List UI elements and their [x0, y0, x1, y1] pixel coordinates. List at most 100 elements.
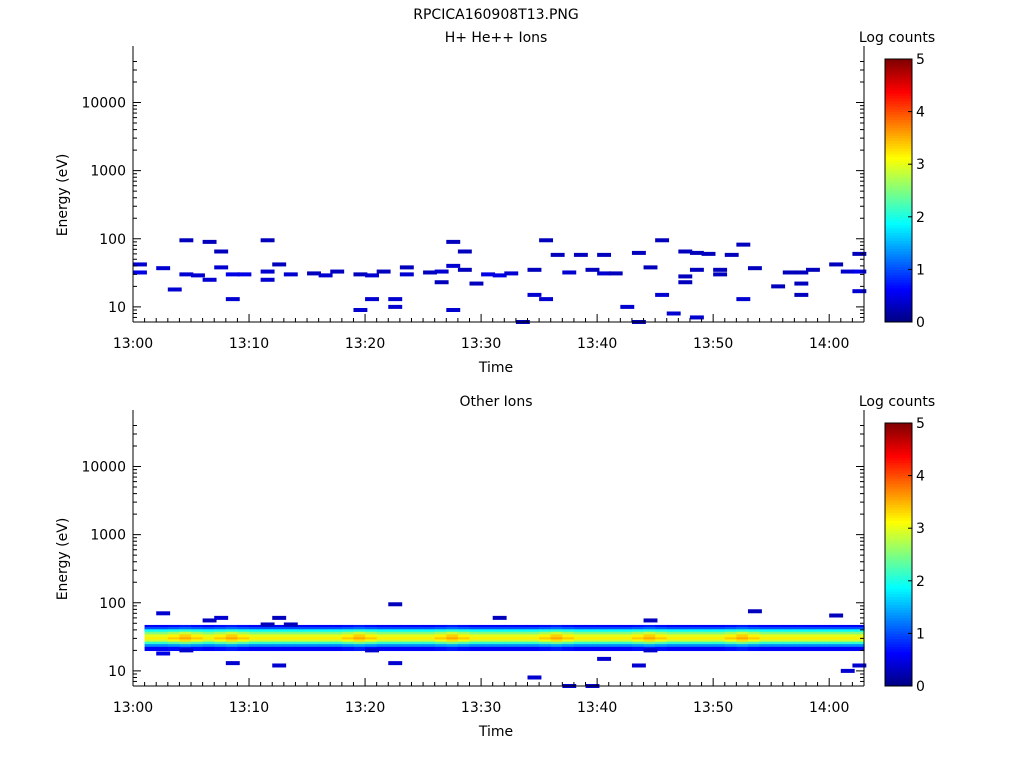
- data-cell: [562, 270, 577, 275]
- colorbar-step: [885, 279, 912, 284]
- band-cell: [678, 637, 691, 642]
- band-cell: [724, 639, 737, 644]
- band-cell: [504, 631, 517, 636]
- band-cell: [550, 631, 563, 636]
- band-cell: [167, 646, 181, 652]
- band-cell: [469, 646, 482, 652]
- band-cell: [318, 644, 331, 649]
- band-cell: [794, 627, 807, 632]
- band-cell: [550, 634, 563, 639]
- band-cell: [759, 637, 772, 642]
- band-cell: [179, 644, 192, 649]
- band-cell: [144, 637, 157, 642]
- band-cell: [562, 634, 575, 639]
- x-tick-label: 13:50: [693, 700, 733, 716]
- colorbar-step: [885, 459, 912, 463]
- band-cell: [307, 644, 320, 649]
- band-cell: [782, 627, 795, 632]
- band-cell: [504, 629, 517, 634]
- data-cell: [272, 663, 287, 668]
- band-cell: [295, 629, 308, 634]
- band-cell: [341, 639, 355, 644]
- band-cell: [620, 629, 633, 634]
- data-cell: [260, 238, 275, 243]
- band-cell: [283, 639, 297, 644]
- band-cell: [318, 631, 331, 636]
- band-cell: [701, 637, 714, 642]
- band-cell: [411, 627, 424, 632]
- band-cell: [631, 641, 645, 646]
- band-cell: [399, 646, 413, 652]
- band-cell: [376, 627, 389, 632]
- colorbar-step: [885, 622, 912, 627]
- band-cell: [167, 637, 181, 642]
- band-cell: [736, 634, 749, 639]
- band-cell: [469, 637, 482, 642]
- band-cell: [423, 634, 436, 639]
- colorbar-step: [885, 153, 912, 157]
- colorbar-step: [885, 285, 912, 289]
- colorbar-step: [885, 614, 912, 619]
- band-cell: [272, 631, 285, 636]
- colorbar-step: [885, 164, 912, 168]
- data-cell: [283, 622, 298, 627]
- band-cell: [330, 629, 343, 634]
- band-cell: [643, 641, 656, 646]
- band-cell: [515, 629, 529, 634]
- band-cell: [713, 639, 726, 644]
- x-tick-label: 13:20: [345, 700, 385, 716]
- band-cell: [759, 641, 772, 646]
- data-cell: [156, 611, 171, 616]
- band-cell: [330, 646, 343, 652]
- band-cell: [318, 634, 331, 639]
- band-cell: [318, 639, 331, 644]
- band-cell: [631, 637, 645, 642]
- band-cell: [469, 639, 482, 644]
- y-tick-label: 10: [108, 664, 126, 680]
- band-cell: [191, 646, 204, 652]
- band-cell: [388, 646, 401, 652]
- band-cell: [202, 634, 215, 639]
- data-cell: [156, 266, 171, 271]
- colorbar-step: [885, 74, 912, 78]
- data-cell: [573, 252, 588, 257]
- band-cell: [736, 627, 749, 632]
- band-cell: [620, 631, 633, 636]
- band-cell: [817, 644, 830, 649]
- band-cell: [655, 627, 668, 632]
- data-cell: [689, 315, 704, 320]
- colorbar-step: [885, 433, 912, 437]
- band-cell: [759, 644, 772, 649]
- colorbar-step: [885, 145, 912, 149]
- band-cell: [550, 627, 563, 632]
- band-cell: [272, 644, 285, 649]
- band-cell: [550, 629, 563, 634]
- band-cell: [747, 634, 761, 639]
- band-cell: [365, 637, 378, 642]
- band-cell: [295, 641, 308, 646]
- band-cell: [539, 631, 552, 636]
- colorbar-step: [885, 475, 912, 479]
- band-cell: [829, 644, 842, 649]
- band-cell: [597, 629, 610, 634]
- band-cell: [202, 646, 215, 652]
- colorbar-step: [885, 480, 912, 484]
- band-cell: [457, 631, 471, 636]
- band-cell: [631, 644, 645, 649]
- band-cell: [608, 639, 621, 644]
- band-cell: [666, 629, 679, 634]
- band-cell: [782, 629, 795, 634]
- band-cell: [608, 634, 621, 639]
- colorbar-frame: [884, 58, 913, 323]
- band-cell: [295, 639, 308, 644]
- band-cell: [167, 631, 181, 636]
- band-cell: [678, 646, 691, 652]
- colorbar-step: [885, 525, 912, 529]
- band-cell: [260, 637, 273, 642]
- colorbar-step: [885, 227, 912, 231]
- band-cell: [423, 644, 436, 649]
- band-cell: [782, 637, 795, 642]
- band-cell: [713, 631, 726, 636]
- band-cell: [771, 627, 784, 632]
- band-cell: [852, 641, 865, 646]
